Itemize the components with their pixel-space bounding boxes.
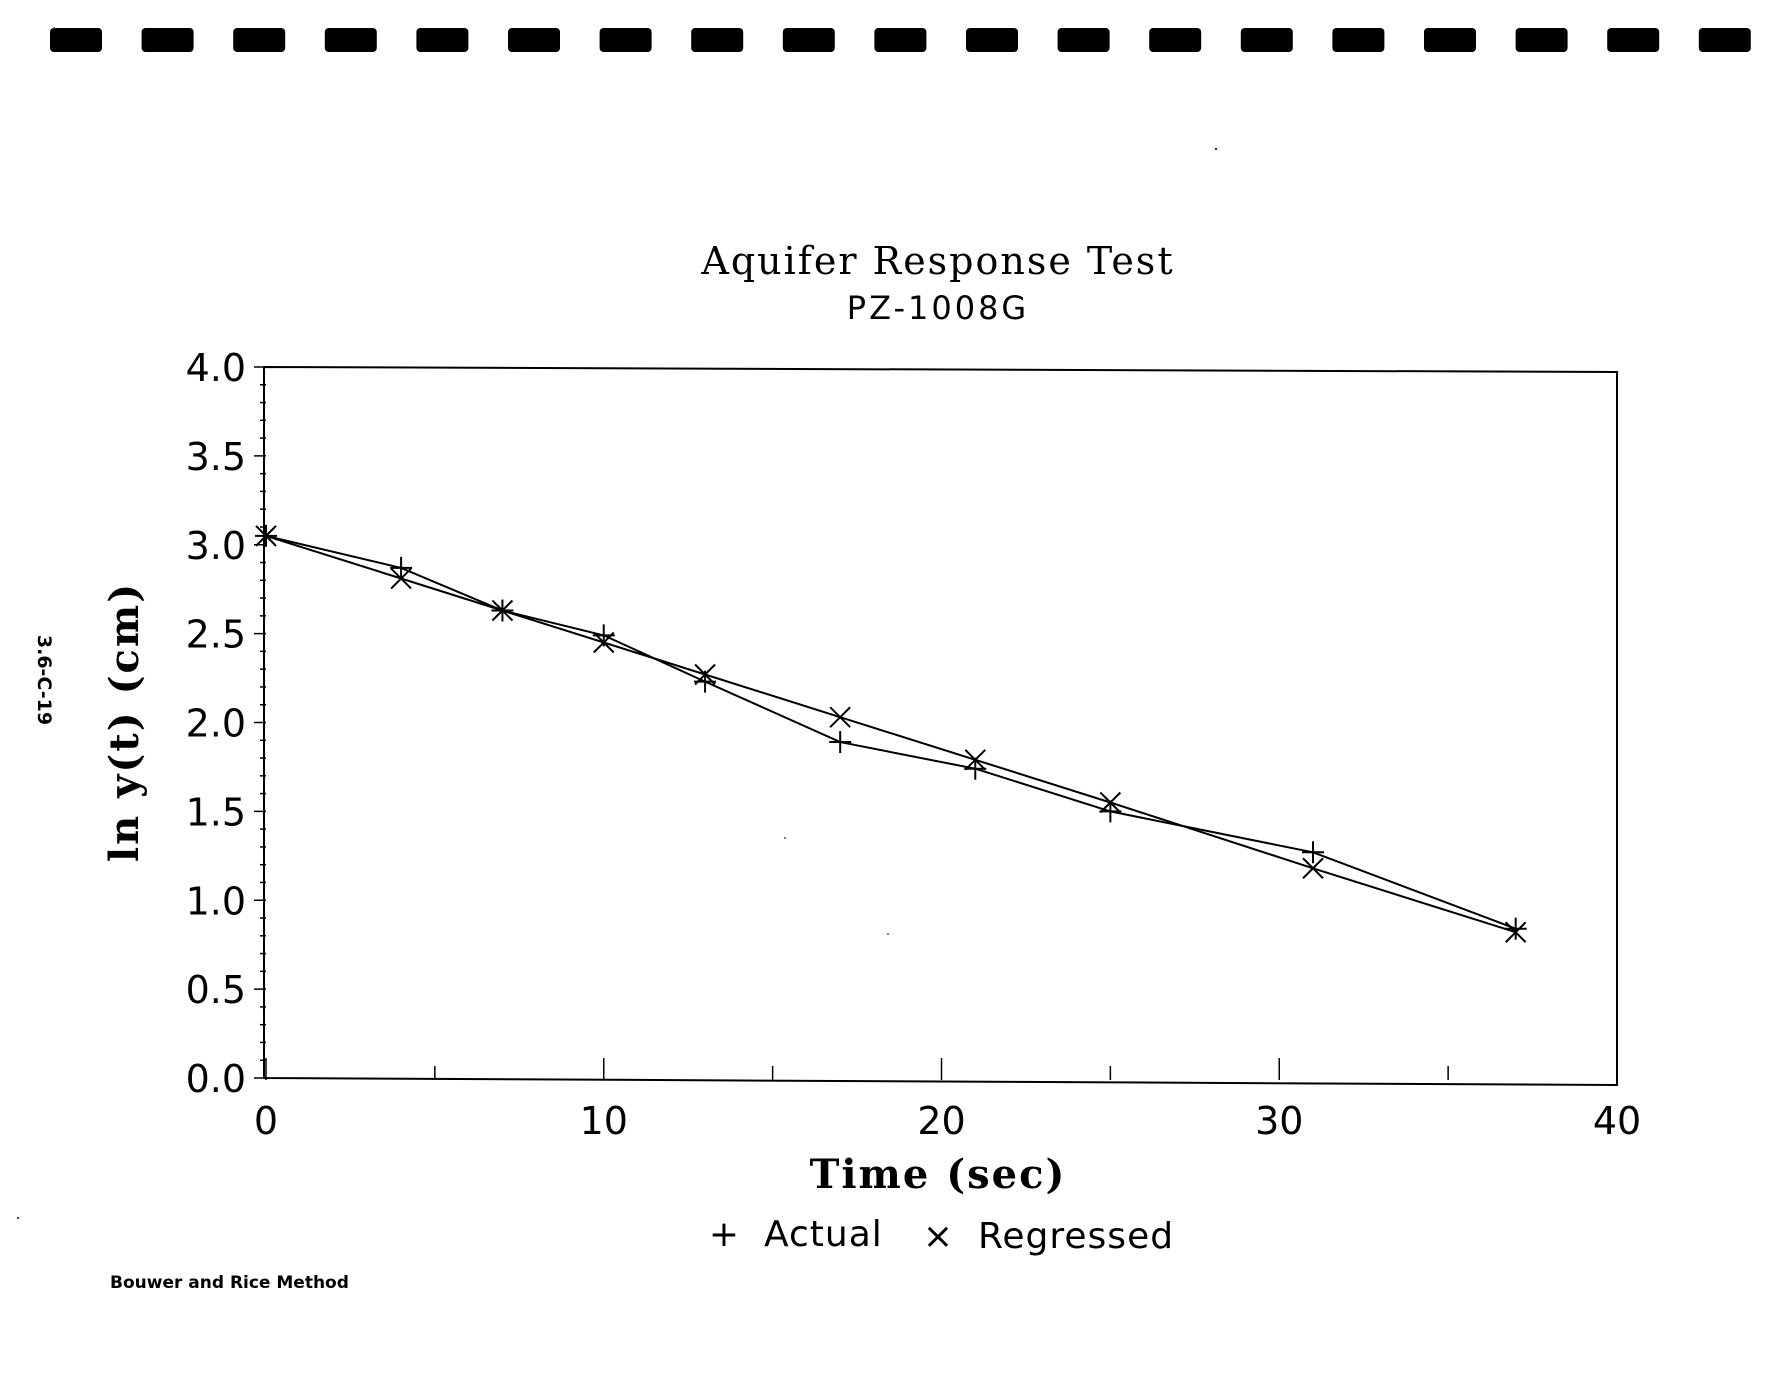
point-actual bbox=[390, 556, 413, 579]
punch-hole bbox=[1424, 28, 1476, 52]
punch-hole bbox=[874, 28, 927, 52]
binder-punch-strip bbox=[50, 28, 1751, 52]
punch-hole bbox=[141, 28, 194, 52]
y-tick-label: 0.0 bbox=[186, 1057, 246, 1101]
legend: + Actual × Regressed bbox=[709, 1214, 1174, 1257]
series-line-actual bbox=[265, 534, 1517, 930]
y-tick-label: 3.5 bbox=[186, 435, 246, 479]
point-regressed bbox=[1302, 857, 1324, 879]
point-actual bbox=[1099, 800, 1122, 823]
x-tick-label: 20 bbox=[917, 1099, 965, 1143]
series-layer bbox=[255, 524, 1527, 943]
x-tick-label: 30 bbox=[1255, 1099, 1303, 1143]
point-actual bbox=[964, 757, 987, 780]
punch-hole bbox=[1515, 28, 1568, 52]
punch-hole bbox=[508, 28, 560, 52]
punch-hole bbox=[416, 28, 469, 52]
y-tick-label: 4.0 bbox=[186, 346, 246, 390]
punch-hole bbox=[50, 28, 102, 52]
y-tick-label: 1.5 bbox=[186, 790, 246, 834]
punch-hole bbox=[1149, 28, 1202, 52]
method-note: Bouwer and Rice Method bbox=[110, 1273, 349, 1293]
y-tick-label: 2.5 bbox=[186, 613, 246, 657]
punch-hole bbox=[1607, 28, 1660, 52]
punch-hole bbox=[599, 28, 652, 52]
plot-frame bbox=[263, 366, 1618, 1087]
y-axis-label: ln y(t) (cm) bbox=[101, 582, 148, 862]
x-tick-label: 40 bbox=[1593, 1099, 1641, 1143]
point-actual bbox=[1302, 841, 1325, 864]
point-regressed bbox=[829, 706, 851, 728]
y-axis: 0.0 0.5 1.0 1.5 2.0 2.5 3.0 3.5 4.0 bbox=[186, 346, 266, 1101]
punch-hole bbox=[1698, 28, 1751, 52]
chart-subtitle: PZ-1008G bbox=[847, 289, 1029, 327]
x-axis: 0 10 20 30 40 bbox=[254, 1058, 1641, 1143]
chart-title: Aquifer Response Test bbox=[700, 239, 1174, 283]
point-regressed bbox=[1099, 791, 1122, 814]
point-regressed bbox=[491, 599, 514, 622]
point-regressed bbox=[964, 749, 986, 771]
punch-hole bbox=[233, 28, 286, 52]
punch-hole bbox=[782, 28, 835, 52]
point-regressed bbox=[593, 631, 615, 654]
punch-hole bbox=[1332, 28, 1385, 52]
scan-speckles bbox=[16, 27, 1218, 1220]
punch-hole bbox=[966, 28, 1018, 52]
x-tick-label: 10 bbox=[580, 1099, 628, 1143]
punch-hole bbox=[324, 28, 377, 52]
point-regressed bbox=[255, 525, 277, 547]
point-regressed bbox=[694, 663, 716, 686]
y-tick-label: 3.0 bbox=[186, 524, 246, 568]
punch-hole bbox=[1240, 28, 1293, 52]
x-axis-label: Time (sec) bbox=[810, 1151, 1067, 1198]
point-regressed bbox=[1504, 921, 1527, 943]
page-code: 3.6-C-19 bbox=[33, 635, 55, 725]
legend-regressed-symbol: × bbox=[923, 1216, 953, 1257]
punch-hole bbox=[1057, 28, 1110, 52]
x-tick-label: 0 bbox=[254, 1099, 278, 1143]
point-actual bbox=[829, 731, 852, 754]
series-line-regressed bbox=[265, 534, 1517, 934]
legend-actual-label: Actual bbox=[764, 1214, 883, 1255]
legend-actual-symbol: + bbox=[709, 1214, 739, 1255]
point-actual bbox=[1504, 917, 1527, 940]
y-tick-label: 2.0 bbox=[186, 702, 246, 746]
legend-regressed-label: Regressed bbox=[978, 1216, 1174, 1257]
y-tick-label: 0.5 bbox=[186, 968, 246, 1012]
punch-hole bbox=[691, 28, 744, 52]
point-regressed bbox=[390, 567, 412, 590]
y-tick-label: 1.0 bbox=[186, 879, 246, 923]
